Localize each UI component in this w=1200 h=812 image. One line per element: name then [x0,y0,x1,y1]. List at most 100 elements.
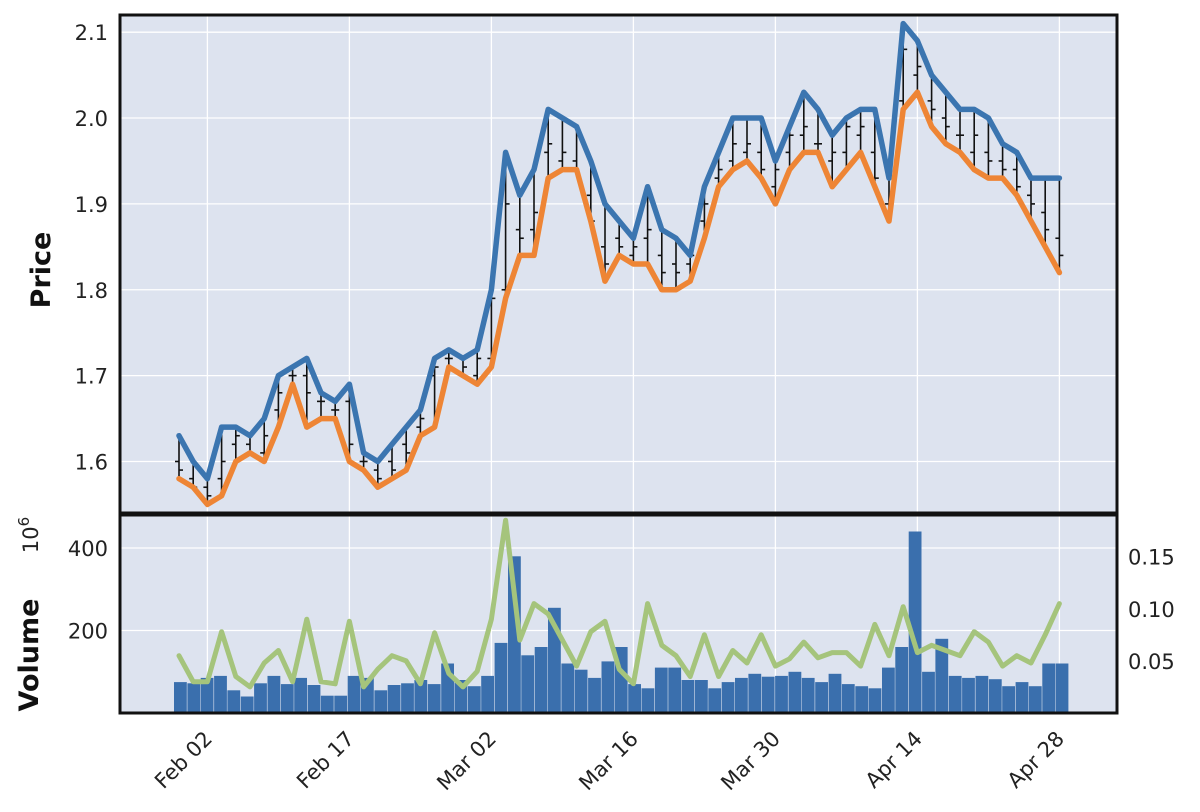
volume-bar [174,682,187,713]
price-y-tick-label: 2.0 [75,107,108,131]
volume-bar [695,680,708,713]
volume-bar [735,677,748,713]
volume-ratio-tick-label: 0.15 [1128,546,1175,570]
volume-bar [347,675,361,713]
volume-bar [882,667,895,713]
volume-bar [628,684,641,713]
price-y-label: Price [26,232,57,309]
volume-bar [855,686,869,713]
volume-bar [200,677,214,713]
volume-bar [748,673,762,713]
volume-bar [761,676,775,713]
high-line [176,20,1063,482]
volume-bar [601,661,615,713]
volume-bar [240,696,254,713]
volume-y-ticks: 200 400 [68,537,108,644]
volume-bar [815,682,828,713]
volume-ratio-y-ticks: 0.05 0.10 0.15 [1128,546,1175,674]
volume-bar [481,675,494,713]
volume-bar [775,675,788,713]
volume-bar [841,684,855,713]
volume-bar [935,638,949,714]
volume-bar [227,690,241,713]
volume-bar [948,675,962,713]
x-tick-label: Mar 30 [716,727,785,796]
price-y-tick-label: 1.8 [75,279,108,303]
volume-bar [320,695,334,713]
volume-bar [187,683,201,713]
volume-bar [294,677,307,713]
x-axis-ticks: Feb 02 Feb 17 Mar 02 Mar 16 Mar 30 Apr 14 Apr … [150,727,1069,796]
x-tick-label: Apr 14 [861,727,927,793]
volume-bar [521,655,535,714]
volume-bar [214,675,227,713]
volume-bar [668,667,682,713]
volume-y-label: Volume [14,599,45,712]
volume-ratio-tick-label: 0.10 [1128,598,1175,622]
volume-bar [681,680,695,713]
volume-bar [868,688,882,714]
volume-bar [801,677,815,713]
volume-bar [508,556,521,714]
volume-bar [588,677,601,713]
volume-bar [721,682,735,713]
volume-bar [254,683,267,713]
volume-bar [334,695,348,713]
volume-bar [962,677,975,713]
volume-bar [561,663,575,713]
x-tick-label: Mar 16 [574,727,643,796]
volume-bar [494,642,508,713]
x-tick-label: Apr 28 [1003,727,1069,793]
price-y-tick-label: 1.9 [75,193,108,217]
volume-bar [267,675,281,713]
volume-bar [427,684,441,713]
volume-bar [788,671,802,714]
price-y-tick-label: 1.6 [75,450,108,474]
volume-panel-frame [118,513,1119,715]
price-y-ticks: 1.6 1.7 1.8 1.9 2.0 2.1 [75,21,108,474]
volume-ratio-line [176,517,1062,690]
volume-bar [1055,663,1069,713]
price-panel-background [120,15,1117,513]
volume-bar [414,680,428,713]
volume-bar [708,688,722,714]
volume-scale-label: 106 [15,517,43,553]
volume-bar [467,686,481,713]
price-panel-frame [118,13,1119,515]
volume-y-tick-label: 400 [68,537,108,561]
x-tick-label: Feb 02 [150,727,217,794]
volume-bar [534,647,548,713]
volume-y-tick-label: 200 [68,620,108,644]
volume-bar [280,684,294,713]
volume-bar [975,675,989,713]
volume-panel: 200 400 0.05 0.10 0.15 Volume 106 [14,513,1175,715]
volume-bar [908,531,922,713]
volume-bar [1028,686,1042,713]
price-y-tick-label: 1.7 [75,365,108,389]
volume-bar [641,688,655,714]
volume-bar [574,669,588,713]
volume-bar [1002,686,1015,713]
volume-bar [654,667,668,713]
x-tick-label: Mar 02 [432,727,501,796]
volume-bar [401,683,414,713]
volume-bar [1042,663,1056,713]
volume-bar [1015,682,1029,713]
volume-ratio-polyline [176,517,1062,690]
price-panel: 1.6 1.7 1.8 1.9 2.0 2.1 Price [26,13,1119,515]
volume-bar [307,685,321,713]
volume-bar [895,647,909,713]
price-y-tick-label: 2.1 [75,21,108,45]
volume-scale-base: 10 [19,526,43,553]
low-line [176,89,1063,508]
x-tick-label: Feb 17 [292,727,359,794]
volume-bar [374,690,388,713]
volume-bar [387,685,401,713]
volume-bar [988,679,1002,713]
volume-ratio-tick-label: 0.05 [1128,650,1175,674]
volume-bar [828,673,842,713]
volume-scale-exponent: 6 [15,517,33,527]
price-lines [176,20,1063,508]
volume-bar [922,671,935,714]
